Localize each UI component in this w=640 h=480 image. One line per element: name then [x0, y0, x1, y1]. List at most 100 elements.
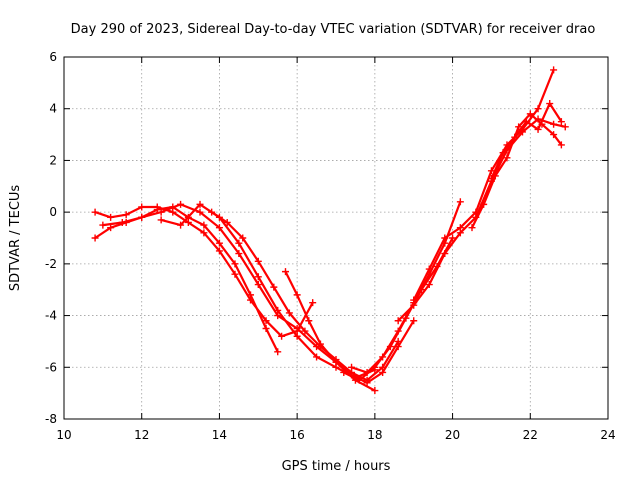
x-tick-label: 22 — [523, 428, 538, 442]
data-point — [153, 203, 161, 211]
y-tick-label: 0 — [49, 205, 57, 219]
series-arc-4 — [157, 200, 379, 382]
data-series — [91, 66, 569, 395]
data-point — [499, 149, 507, 157]
data-point — [468, 224, 476, 232]
x-tick-label: 18 — [367, 428, 382, 442]
data-point — [363, 379, 371, 387]
data-point — [270, 283, 278, 291]
data-point — [441, 234, 449, 242]
data-point — [425, 265, 433, 273]
data-point — [425, 281, 433, 289]
data-point — [274, 348, 282, 356]
data-point — [394, 343, 402, 351]
data-point — [550, 131, 558, 139]
data-point — [254, 281, 262, 289]
data-point — [515, 123, 523, 131]
series-line — [350, 200, 462, 374]
data-point — [503, 154, 511, 162]
data-point — [122, 211, 130, 219]
series-arc-6 — [281, 268, 418, 387]
data-point — [215, 224, 223, 232]
y-tick-label: -2 — [45, 257, 57, 271]
x-tick-label: 10 — [56, 428, 71, 442]
series-arc-8 — [348, 198, 464, 376]
y-tick-label: -8 — [45, 412, 57, 426]
data-point — [363, 368, 371, 376]
data-point — [138, 213, 146, 221]
data-point — [550, 66, 558, 74]
data-point — [305, 317, 313, 325]
data-point — [472, 208, 480, 216]
data-point — [441, 250, 449, 258]
data-point — [157, 208, 165, 216]
data-point — [177, 221, 185, 229]
data-point — [169, 208, 177, 216]
data-point — [332, 358, 340, 366]
data-point — [223, 218, 231, 226]
data-point — [254, 273, 262, 281]
data-point — [285, 309, 293, 317]
data-point — [293, 291, 301, 299]
x-tick-label: 12 — [134, 428, 149, 442]
series-line — [160, 203, 376, 379]
y-tick-label: -6 — [45, 360, 57, 374]
data-point — [511, 133, 519, 141]
data-point — [254, 257, 262, 265]
data-point — [274, 306, 282, 314]
data-point — [526, 110, 534, 118]
series-line — [284, 270, 415, 384]
series-arc-1 — [91, 203, 282, 356]
data-point — [561, 123, 569, 131]
y-tick-label: 2 — [49, 153, 57, 167]
x-tick-label: 20 — [445, 428, 460, 442]
data-point — [394, 317, 402, 325]
data-point — [371, 387, 379, 395]
data-point — [184, 218, 192, 226]
data-point — [107, 224, 115, 232]
series-arc-12 — [487, 100, 565, 183]
data-point — [91, 234, 99, 242]
data-point — [379, 368, 387, 376]
y-tick-label: -4 — [45, 309, 57, 323]
data-point — [208, 208, 216, 216]
data-point — [200, 221, 208, 229]
series-line — [412, 68, 555, 302]
data-point — [107, 213, 115, 221]
data-point — [456, 198, 464, 206]
x-tick-label: 14 — [212, 428, 227, 442]
data-point — [348, 363, 356, 371]
data-point — [534, 105, 542, 113]
data-point — [394, 327, 402, 335]
chart-title: Day 290 of 2023, Sidereal Day-to-day VTE… — [71, 22, 596, 37]
data-point — [293, 332, 301, 340]
y-tick-label: 6 — [49, 50, 57, 64]
data-point — [480, 200, 488, 208]
data-point — [215, 247, 223, 255]
data-point — [215, 239, 223, 247]
data-point — [550, 120, 558, 128]
data-point — [231, 260, 239, 268]
data-point — [316, 340, 324, 348]
data-point — [456, 224, 464, 232]
series-arc-2 — [91, 203, 317, 340]
series-arc-10 — [410, 66, 558, 304]
data-point — [301, 327, 309, 335]
data-point — [281, 268, 289, 276]
series-line — [93, 205, 279, 353]
plot-frame — [63, 56, 609, 420]
series-line — [470, 112, 563, 229]
data-point — [200, 229, 208, 237]
data-point — [534, 125, 542, 133]
data-point — [118, 218, 126, 226]
data-point — [235, 250, 243, 258]
data-point — [340, 368, 348, 376]
data-point — [449, 234, 457, 242]
y-axis-label: SDTVAR / TECUs — [8, 185, 23, 292]
data-point — [177, 200, 185, 208]
data-point — [410, 296, 418, 304]
data-point — [196, 200, 204, 208]
data-point — [355, 376, 363, 384]
data-point — [262, 317, 270, 325]
